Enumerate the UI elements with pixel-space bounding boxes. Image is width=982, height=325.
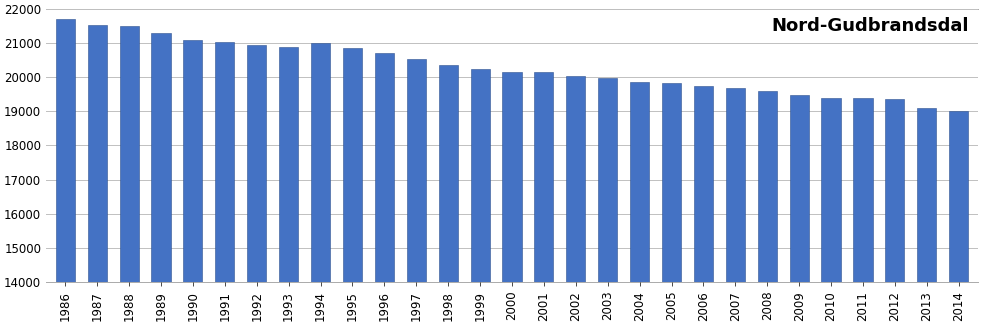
Bar — [726, 88, 745, 325]
Bar — [470, 69, 490, 325]
Bar — [534, 72, 554, 325]
Bar — [311, 43, 330, 325]
Bar — [630, 82, 649, 325]
Bar — [439, 65, 458, 325]
Bar — [886, 99, 904, 325]
Bar — [56, 20, 75, 325]
Bar — [503, 72, 521, 325]
Bar — [598, 78, 618, 325]
Bar — [120, 26, 138, 325]
Bar — [758, 91, 777, 325]
Bar — [247, 45, 266, 325]
Bar — [950, 111, 968, 325]
Bar — [790, 95, 809, 325]
Bar — [567, 76, 585, 325]
Bar — [151, 33, 171, 325]
Bar — [822, 98, 841, 325]
Bar — [215, 42, 235, 325]
Bar — [343, 48, 362, 325]
Bar — [853, 98, 873, 325]
Bar — [87, 24, 107, 325]
Text: Nord-Gudbrandsdal: Nord-Gudbrandsdal — [771, 17, 968, 35]
Bar — [662, 84, 682, 325]
Bar — [184, 40, 202, 325]
Bar — [694, 86, 713, 325]
Bar — [375, 54, 394, 325]
Bar — [917, 108, 937, 325]
Bar — [279, 47, 299, 325]
Bar — [407, 58, 426, 325]
